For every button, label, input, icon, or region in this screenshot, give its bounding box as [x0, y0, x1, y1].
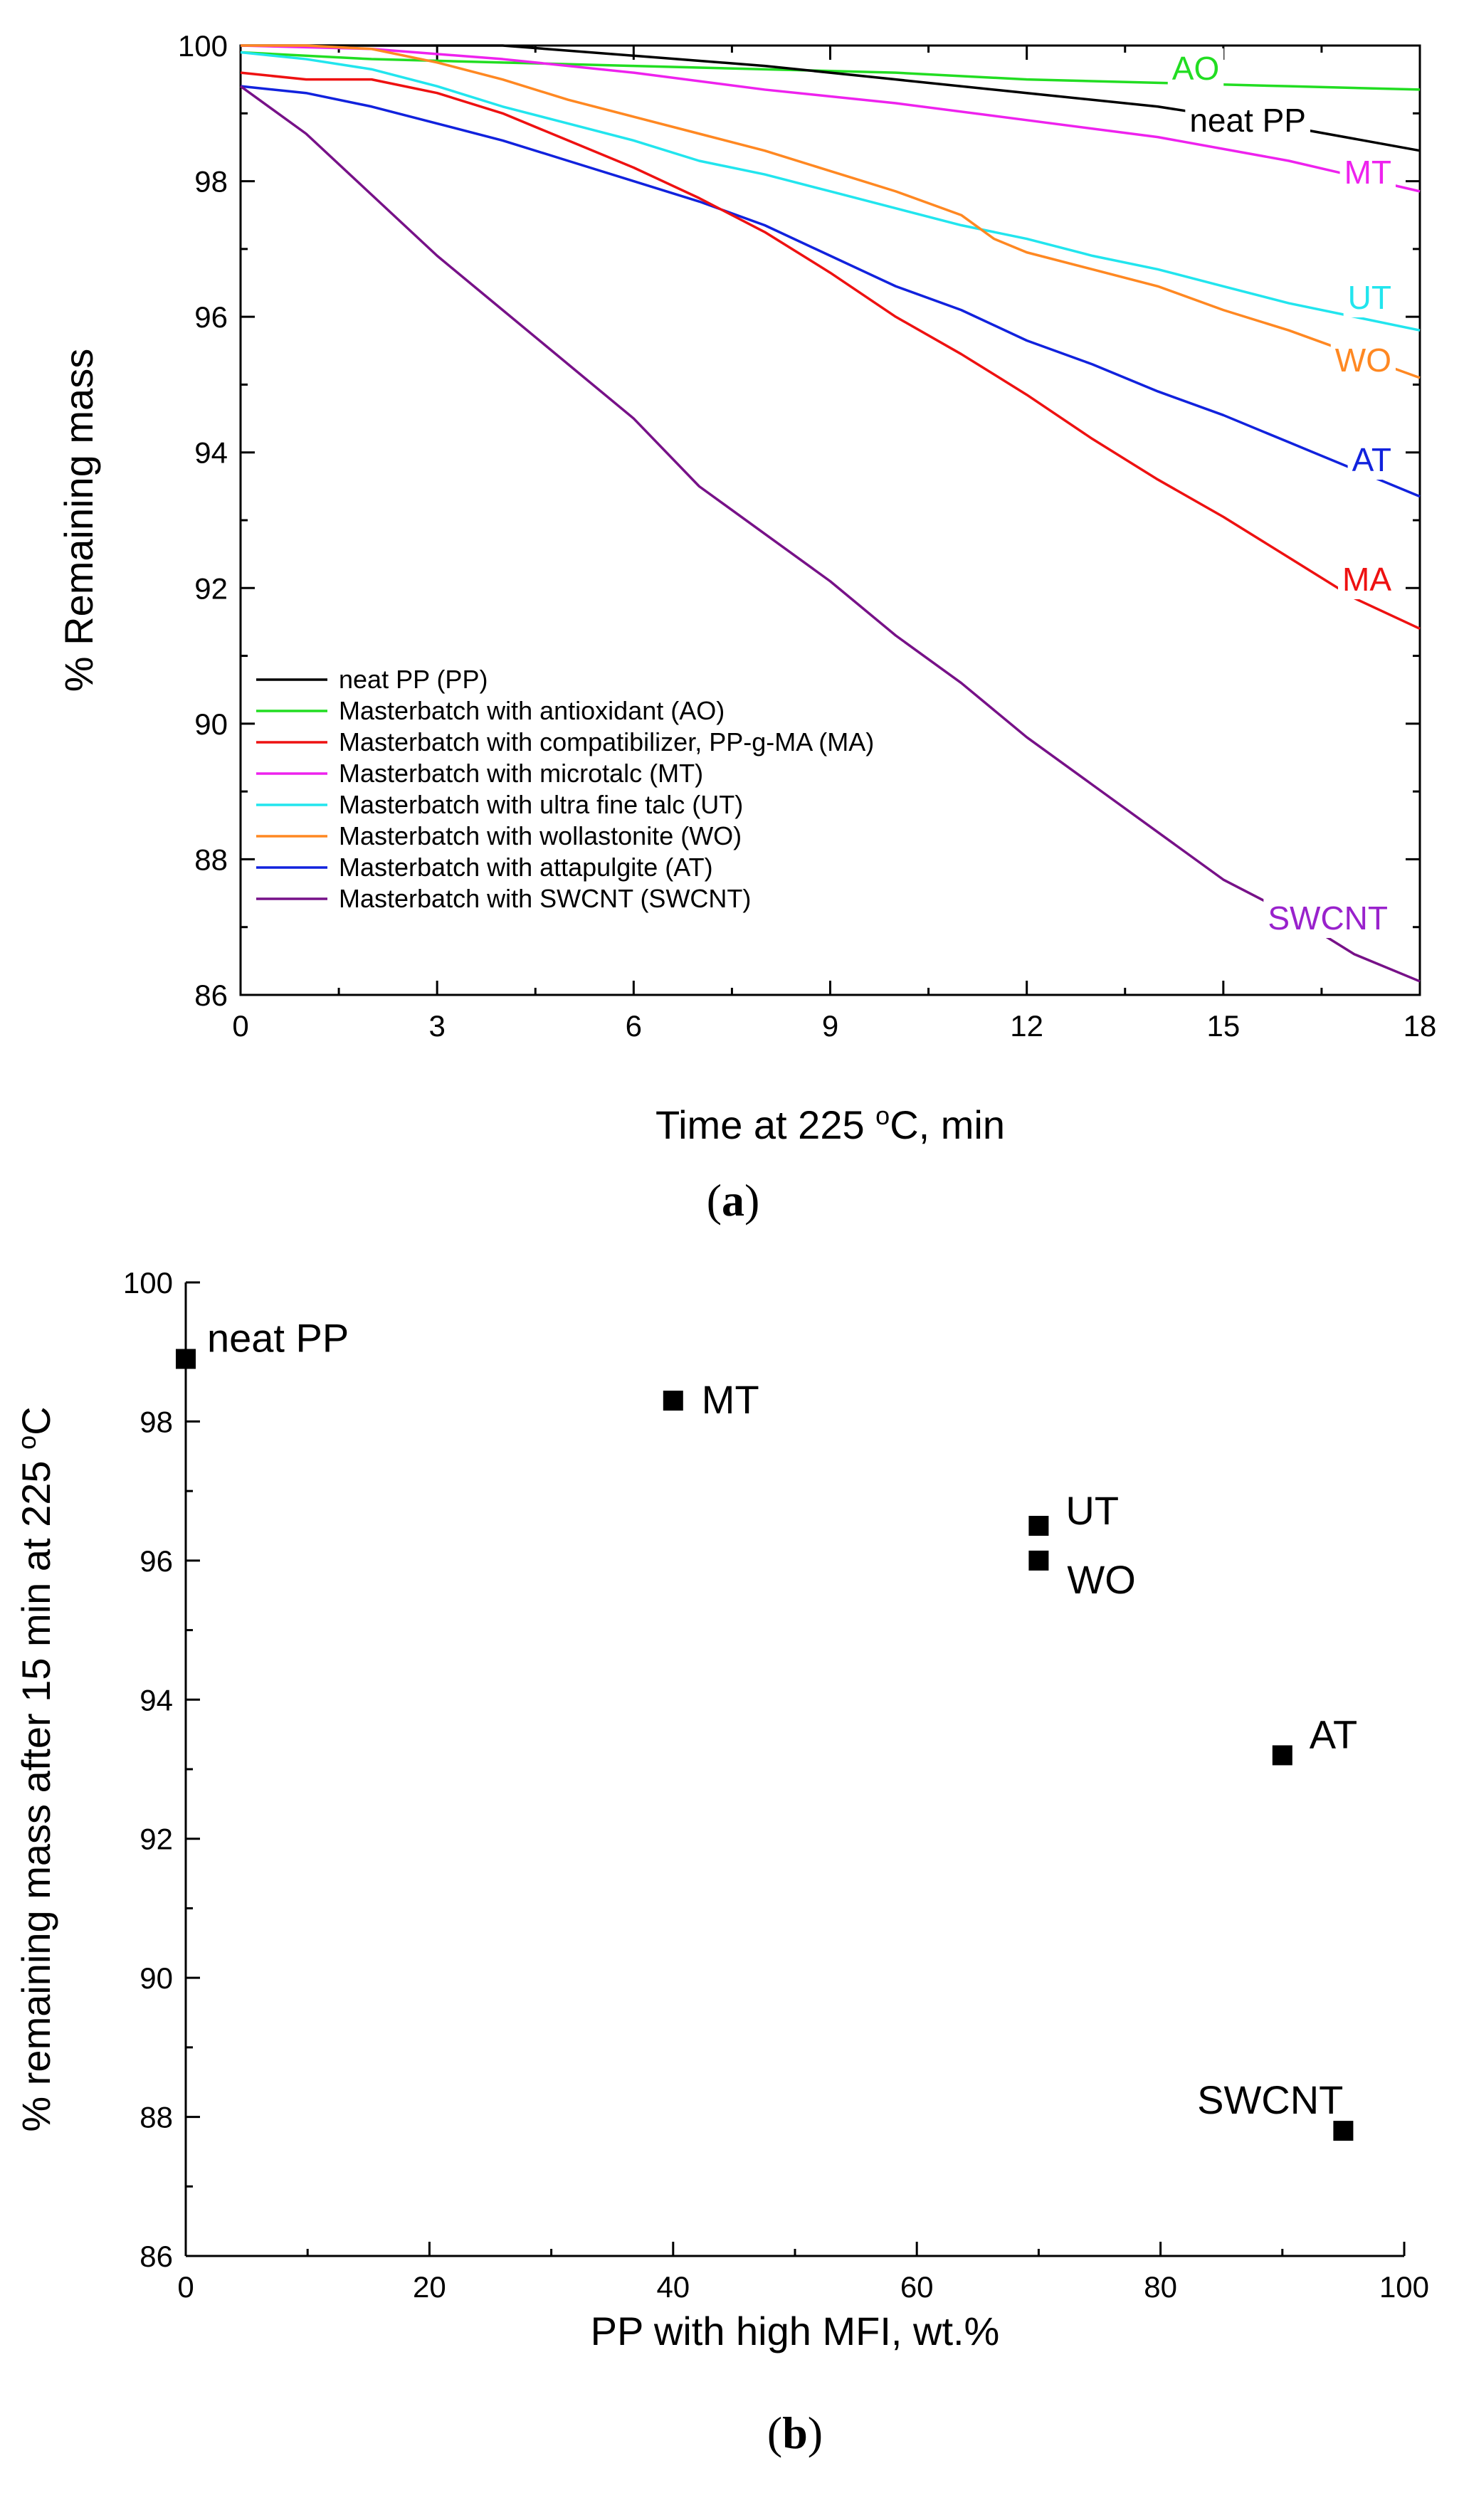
series-line-at [240, 85, 1421, 498]
y-tick-label-b: 94 [139, 1683, 173, 1717]
caption-a: (a) [707, 1175, 760, 1225]
end-label-swcnt: SWCNT [1268, 900, 1388, 937]
x-tick-label-a: 9 [822, 1009, 838, 1043]
y-tick-label-a: 90 [194, 707, 228, 741]
series-line-swcnt [239, 85, 1421, 983]
x-tick-label-b: 20 [413, 2270, 446, 2304]
legend-entry: Masterbatch with ultra fine talc (UT) [339, 790, 743, 819]
end-label-neat-pp: neat PP [1189, 102, 1306, 139]
x-axis-title-b: PP with high MFI, wt.% [591, 2309, 1000, 2353]
x-tick-label-b: 60 [900, 2270, 934, 2304]
end-label-ao: AO [1172, 50, 1219, 87]
point-label-mt: MT [702, 1377, 759, 1422]
end-label-bg-neat-pp [1185, 100, 1310, 140]
y-tick-label-b: 98 [139, 1405, 173, 1438]
legend-entry: Masterbatch with wollastonite (WO) [339, 821, 742, 850]
y-tick-label-b: 100 [123, 1266, 173, 1299]
x-tick-label-b: 100 [1379, 2270, 1429, 2304]
end-label-wo: WO [1335, 342, 1391, 379]
y-tick-label-a: 92 [194, 571, 228, 605]
scatter-point-swcnt [1333, 2121, 1354, 2141]
x-tick-label-a: 3 [428, 1009, 445, 1043]
end-label-mt: MT [1344, 154, 1391, 191]
legend-entry: neat PP (PP) [339, 665, 488, 694]
y-tick-label-a: 98 [194, 165, 228, 199]
y-tick-label-a: 88 [194, 843, 228, 876]
chart-b-mfi-vs-mass: 0 20 40 60 80 100 86 88 90 92 94 96 98 100 neat PP MT UT… [12, 1266, 1430, 2458]
y-tick-label-b: 92 [139, 1823, 173, 1856]
legend-entry: Masterbatch with microtalc (MT) [339, 759, 703, 788]
end-label-bg-wo [1330, 340, 1396, 380]
scatter-point-wo [1028, 1550, 1049, 1571]
end-label-bg-swcnt [1263, 898, 1392, 938]
scatter-point-neat-pp [176, 1349, 196, 1369]
caption-b: (b) [767, 2408, 823, 2458]
scatter-point-mt [663, 1391, 683, 1411]
y-axis-title-b: % remaining mass after 15 min at 225 oC [12, 1406, 59, 2131]
y-tick-label-a: 94 [194, 436, 228, 470]
x-tick-label-a: 0 [232, 1009, 248, 1043]
end-label-bg-mt [1339, 152, 1396, 192]
point-label-neat-pp: neat PP [207, 1315, 349, 1360]
y-tick-label-a: 86 [194, 979, 228, 1012]
chart-a-time-vs-mass: 0 3 6 9 12 15 18 86 88 90 92 94 96 98 100 AO neat PP MT UT… [56, 29, 1436, 1225]
point-label-swcnt: SWCNT [1197, 2077, 1343, 2122]
end-label-bg-ut [1343, 278, 1396, 317]
legend-entry: Masterbatch with SWCNT (SWCNT) [339, 884, 751, 913]
x-tick-label-b: 80 [1144, 2270, 1177, 2304]
end-label-bg-at [1347, 440, 1396, 480]
x-tick-label-a: 12 [1010, 1009, 1043, 1043]
x-tick-label-a: 15 [1206, 1009, 1240, 1043]
end-label-bg-ao [1167, 48, 1224, 88]
x-tick-label-a: 6 [626, 1009, 642, 1043]
x-tick-label-b: 40 [656, 2270, 690, 2304]
series-line-wo [241, 44, 1421, 379]
x-tick-label-a: 18 [1404, 1009, 1437, 1043]
end-label-ut: UT [1348, 279, 1391, 316]
scatter-point-at [1272, 1745, 1292, 1766]
y-tick-label-b: 86 [139, 2240, 173, 2273]
y-tick-label-a: 96 [194, 300, 228, 334]
point-label-wo: WO [1067, 1557, 1135, 1602]
y-tick-label-b: 96 [139, 1544, 173, 1578]
point-label-at: AT [1310, 1712, 1357, 1756]
legend-entry: Masterbatch with attapulgite (AT) [339, 853, 713, 882]
series-line-ma [240, 71, 1421, 631]
y-tick-label-b: 90 [139, 1961, 173, 1995]
legend-entry: Masterbatch with antioxidant (AO) [339, 696, 725, 725]
point-label-ut: UT [1065, 1488, 1119, 1533]
end-label-bg-ma [1338, 559, 1396, 599]
series-line-mt [240, 44, 1421, 193]
y-tick-label-a: 100 [178, 29, 228, 63]
legend-entry: Masterbatch with compatibilizer, PP-g-MA… [339, 727, 874, 756]
end-label-ma: MA [1342, 561, 1391, 598]
scatter-point-ut [1028, 1516, 1049, 1536]
end-label-at: AT [1352, 441, 1391, 478]
y-axis-title-a: % Remaining mass [56, 349, 101, 692]
series-line-ut [240, 51, 1421, 332]
x-axis-title-a: Time at 225 oC, min [655, 1101, 1005, 1148]
y-tick-label-b: 88 [139, 2101, 173, 2134]
x-tick-label-b: 0 [177, 2270, 194, 2304]
